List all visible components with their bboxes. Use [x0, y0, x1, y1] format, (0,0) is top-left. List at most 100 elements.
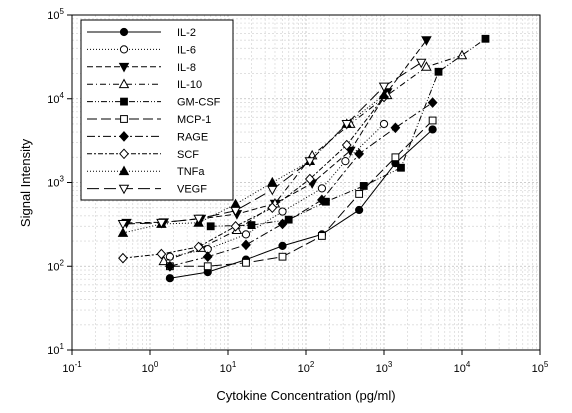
series-line	[122, 96, 385, 259]
data-point	[119, 148, 129, 160]
data-point	[421, 36, 432, 46]
x-tick-label: 105	[532, 360, 549, 375]
data-point	[119, 131, 129, 142]
data-point	[397, 163, 405, 172]
series-layer	[117, 34, 490, 283]
x-tick-label: 10-1	[62, 360, 82, 375]
data-point	[318, 232, 326, 240]
data-point	[379, 119, 389, 129]
data-point	[278, 241, 287, 250]
data-point	[165, 252, 175, 261]
data-point	[118, 78, 130, 89]
data-point	[345, 146, 356, 157]
legend: IL-2 IL-6 IL-8 IL-10 GM-CSF MCP-1 RAGE SCF TNFa V…	[80, 19, 234, 201]
data-point	[359, 182, 368, 190]
series-line	[210, 38, 486, 227]
x-axis-ticks: 10-1 100 101 102 103 104 105	[62, 350, 549, 375]
data-point	[267, 176, 278, 187]
data-point	[421, 61, 432, 71]
data-point	[203, 262, 212, 271]
legend-label: VEGF	[177, 184, 207, 196]
data-point	[267, 202, 278, 214]
legend-item: IL-10	[87, 78, 202, 91]
legend-label: GM-CSF	[177, 97, 221, 109]
series-rage	[165, 97, 438, 272]
y-tick-label: 101	[47, 342, 64, 357]
legend-item: IL-8	[87, 62, 196, 74]
data-point	[278, 252, 287, 261]
data-point	[156, 248, 167, 260]
data-point	[120, 115, 128, 123]
legend-item: SCF	[87, 148, 199, 161]
data-point	[165, 274, 175, 283]
x-tick-label: 101	[220, 360, 237, 375]
series-line	[169, 120, 433, 267]
data-point	[354, 148, 365, 160]
data-point	[304, 173, 315, 185]
y-axis-title: Signal Intensity	[18, 138, 33, 227]
legend-item: IL-2	[87, 27, 196, 39]
series-gm-csf	[206, 34, 490, 231]
data-point	[119, 45, 129, 54]
legend-item: IL-6	[87, 44, 196, 56]
data-point	[355, 205, 364, 215]
data-point	[230, 206, 241, 217]
legend-label: IL-10	[177, 79, 202, 91]
data-point	[267, 185, 278, 196]
data-point	[434, 67, 443, 76]
legend-item: MCP-1	[87, 114, 211, 126]
data-point	[428, 116, 437, 125]
data-point	[317, 184, 327, 193]
data-point	[428, 125, 437, 134]
data-point	[165, 260, 175, 272]
data-point	[118, 184, 130, 195]
data-point	[247, 221, 256, 229]
series-line	[122, 94, 385, 234]
data-point	[341, 120, 352, 130]
data-point	[202, 251, 213, 263]
data-point	[378, 82, 390, 93]
legend-label: IL-8	[177, 62, 196, 74]
data-point	[117, 227, 129, 237]
data-point	[341, 157, 350, 166]
x-tick-label: 100	[142, 360, 159, 375]
y-tick-label: 102	[47, 258, 64, 273]
x-tick-label: 102	[298, 360, 315, 375]
x-tick-label: 103	[376, 360, 393, 375]
legend-label: IL-2	[177, 27, 196, 39]
data-point	[119, 27, 129, 37]
series-line	[169, 102, 433, 267]
y-tick-label: 103	[47, 175, 64, 190]
legend-label: SCF	[177, 149, 199, 161]
legend-item: VEGF	[87, 184, 207, 196]
data-point	[415, 58, 427, 69]
data-point	[304, 157, 316, 167]
data-point	[156, 218, 167, 229]
data-point	[241, 239, 251, 251]
data-point	[230, 220, 241, 232]
data-point	[391, 153, 400, 162]
y-tick-label: 104	[47, 91, 64, 106]
legend-item: GM-CSF	[87, 97, 221, 109]
legend-item: TNFa	[87, 165, 205, 178]
data-point	[456, 49, 468, 60]
data-point	[206, 222, 215, 231]
legend-label: RAGE	[177, 131, 208, 143]
data-point	[118, 252, 128, 264]
legend-label: IL-6	[177, 44, 196, 56]
data-point	[117, 220, 129, 230]
data-point	[193, 241, 204, 253]
data-point	[378, 89, 390, 100]
series-line	[169, 129, 433, 279]
data-point	[355, 190, 364, 198]
data-point	[242, 258, 250, 267]
data-point	[341, 139, 352, 151]
legend-box	[80, 19, 234, 201]
data-point	[277, 218, 288, 230]
series-il-6	[165, 119, 389, 261]
legend-item: RAGE	[87, 131, 208, 143]
data-point	[120, 97, 128, 106]
x-tick-label: 104	[454, 360, 471, 375]
data-point	[118, 62, 130, 73]
